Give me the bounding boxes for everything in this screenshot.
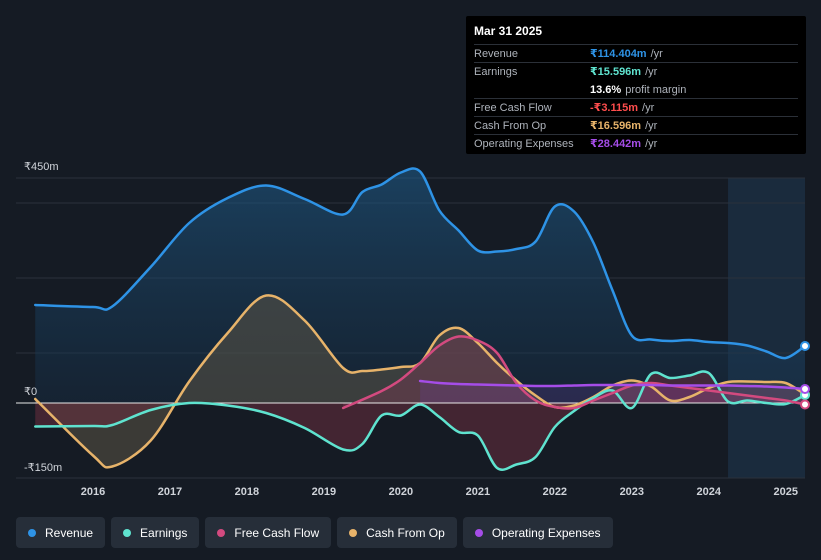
tooltip-date: Mar 31 2025 bbox=[474, 24, 543, 38]
legend-dot-icon bbox=[349, 528, 358, 537]
tooltip-row-unit: profit margin bbox=[625, 83, 687, 96]
revenue-line bbox=[33, 167, 807, 360]
y-tick-label: ₹0 bbox=[24, 386, 37, 398]
tooltip-row-value: ₹15.596m bbox=[590, 66, 642, 78]
legend-item-free-cash-flow[interactable]: Free Cash Flow bbox=[205, 517, 332, 548]
tooltip-row: Operating Expenses ₹28.442m/yr bbox=[474, 134, 798, 152]
tooltip-row-unit: /yr bbox=[650, 47, 663, 60]
y-tick-label: -₹150m bbox=[24, 462, 62, 474]
cash-from-op-line bbox=[33, 294, 807, 469]
x-tick-label: 2025 bbox=[774, 486, 798, 498]
legend-item-label: Cash From Op bbox=[366, 525, 445, 540]
x-tick-label: 2016 bbox=[81, 486, 105, 498]
tooltip-row: Revenue ₹114.404m/yr bbox=[474, 44, 798, 62]
tooltip-row-value: ₹16.596m bbox=[590, 120, 642, 132]
legend-item-label: Free Cash Flow bbox=[234, 525, 320, 540]
tooltip-row: 13.6% profit margin bbox=[474, 80, 798, 98]
tooltip-row-unit: /yr bbox=[645, 65, 658, 78]
x-tick-label: 2017 bbox=[158, 486, 182, 498]
tooltip-row-label: Revenue bbox=[474, 47, 519, 60]
tooltip-row-unit: /yr bbox=[645, 119, 658, 132]
tooltip-row: Cash From Op ₹16.596m/yr bbox=[474, 116, 798, 134]
x-tick-label: 2019 bbox=[312, 486, 336, 498]
free-cash-flow-line bbox=[341, 335, 807, 410]
revenue-end-point bbox=[800, 341, 810, 351]
tooltip-row-unit: /yr bbox=[645, 137, 658, 150]
opex-end-point bbox=[800, 384, 810, 394]
legend-item-label: Operating Expenses bbox=[491, 525, 601, 540]
legend-item-earnings[interactable]: Earnings bbox=[111, 517, 200, 548]
x-tick-label: 2022 bbox=[543, 486, 567, 498]
legend-dot-icon bbox=[123, 528, 132, 537]
legend-item-revenue[interactable]: Revenue bbox=[16, 517, 106, 548]
legend-dot-icon bbox=[28, 528, 36, 537]
x-tick-label: 2023 bbox=[620, 486, 644, 498]
legend-item-cash-from-op[interactable]: Cash From Op bbox=[337, 517, 457, 548]
x-tick-label: 2024 bbox=[697, 486, 722, 498]
tooltip-row-label: Free Cash Flow bbox=[474, 101, 552, 114]
legend-item-operating-expenses[interactable]: Operating Expenses bbox=[462, 517, 613, 548]
fcf-end-point bbox=[800, 399, 810, 410]
tooltip-row: Earnings ₹15.596m/yr bbox=[474, 62, 798, 80]
legend-dot-icon bbox=[474, 528, 483, 537]
x-tick-label: 2020 bbox=[389, 486, 413, 498]
tooltip-row-label: Cash From Op bbox=[474, 119, 547, 132]
legend-item-label: Earnings bbox=[140, 525, 188, 540]
tooltip-row-value: -₹3.115m bbox=[590, 102, 639, 114]
earnings-line bbox=[33, 370, 807, 471]
legend-dot-icon bbox=[217, 528, 226, 537]
x-tick-label: 2021 bbox=[466, 486, 490, 498]
tooltip-row-label: Earnings bbox=[474, 65, 518, 78]
y-tick-label: ₹450m bbox=[24, 161, 59, 173]
operating-expenses-line bbox=[418, 379, 807, 391]
tooltip-row-unit: /yr bbox=[642, 101, 655, 114]
free-cash-flow-area bbox=[343, 336, 805, 409]
tooltip-row-label: Operating Expenses bbox=[474, 137, 574, 150]
data-tooltip: Mar 31 2025 Revenue ₹114.404m/yr Earnings ₹… bbox=[466, 16, 806, 154]
legend-item-label: Revenue bbox=[45, 525, 94, 540]
tooltip-rows: Revenue ₹114.404m/yr Earnings ₹15.596m/yr 13… bbox=[474, 44, 798, 152]
forecast-region bbox=[728, 178, 805, 478]
tooltip-row-value: ₹114.404m bbox=[590, 48, 647, 60]
tooltip-row-value: ₹28.442m bbox=[590, 138, 642, 150]
tooltip-row: Free Cash Flow -₹3.115m/yr bbox=[474, 98, 798, 116]
x-tick-label: 2018 bbox=[235, 486, 259, 498]
earnings-area bbox=[35, 371, 806, 470]
tooltip-row-value: 13.6% bbox=[590, 83, 622, 96]
chart-legend: Revenue Earnings Free Cash Flow Cash From O… bbox=[16, 517, 613, 548]
